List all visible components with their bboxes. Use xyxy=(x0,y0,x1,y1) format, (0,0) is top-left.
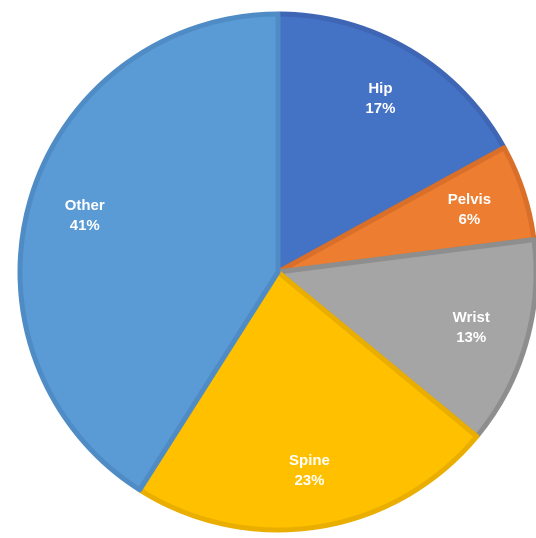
pie-slices xyxy=(17,11,536,533)
slice-percent-pelvis: 6% xyxy=(459,211,481,228)
pie-slice-spine xyxy=(137,269,480,533)
pie-slice-hip xyxy=(275,11,507,275)
slice-label-spine: Spine xyxy=(289,452,330,469)
slice-label-hip: Hip xyxy=(368,80,392,97)
slice-percent-spine: 23% xyxy=(294,472,324,489)
slice-percent-other: 41% xyxy=(70,217,100,234)
pie-slice-other xyxy=(17,11,281,493)
pie-labels: Hip 17% Pelvis 6% Wrist 13% Spine 23% Other 41% xyxy=(65,80,491,489)
slice-percent-wrist: 13% xyxy=(456,329,486,346)
slice-percent-hip: 17% xyxy=(365,100,395,117)
pie-slice-wrist xyxy=(275,237,536,439)
slice-label-wrist: Wrist xyxy=(453,309,490,326)
slice-label-pelvis: Pelvis xyxy=(448,191,491,208)
slice-label-other: Other xyxy=(65,197,105,214)
